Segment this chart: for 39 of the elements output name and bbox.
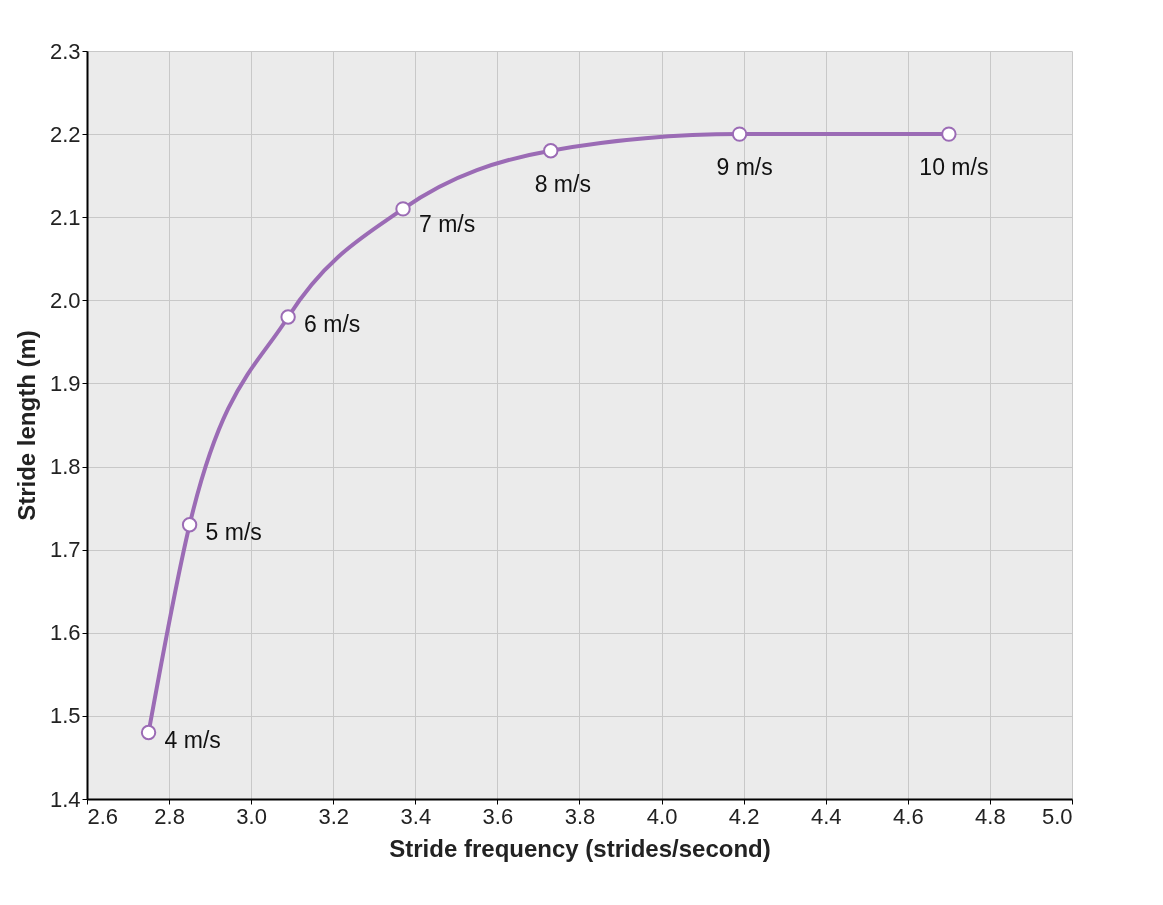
y-axis-title: Stride length (m)	[12, 330, 40, 521]
x-tick-label: 3.0	[236, 803, 267, 829]
point	[181, 517, 198, 533]
x-tick-label: 3.6	[482, 803, 514, 829]
annotation: 4 m/s	[164, 726, 221, 753]
x-axis-title: Stride frequency (strides/second)	[389, 834, 771, 862]
x-tick-label: 3.8	[564, 803, 596, 829]
x-tick-label: 4.0	[646, 803, 678, 829]
y-tick-label: 1.9	[49, 370, 81, 396]
x-tick-label: 5.0	[1041, 803, 1073, 829]
y-tick-label: 2.0	[49, 287, 81, 313]
x-tick-label: 4.8	[975, 803, 1006, 829]
y-tick-label: 2.1	[49, 204, 81, 230]
annotation: 8 m/s	[534, 170, 591, 197]
point	[731, 126, 748, 142]
y-tick-label: 1.6	[49, 620, 81, 646]
x-tick-label: 4.4	[810, 803, 842, 829]
x-tick-label: 4.2	[728, 803, 760, 829]
x-tick-label: 3.2	[318, 803, 350, 829]
point	[280, 309, 296, 325]
x-tick-label: 2.6	[87, 803, 119, 829]
y-tick-label: 1.7	[49, 537, 81, 563]
point	[543, 143, 559, 159]
annotation: 6 m/s	[304, 310, 361, 337]
y-tick-label: 1.5	[49, 703, 81, 729]
x-tick-label: 4.6	[893, 803, 924, 829]
annotation: 5 m/s	[205, 518, 262, 545]
y-tick-label: 1.4	[49, 786, 81, 812]
point	[395, 201, 411, 217]
x-tick-label: 3.4	[400, 803, 432, 829]
annotation: 9 m/s	[716, 154, 773, 181]
point	[941, 126, 957, 142]
y-tick-label: 1.8	[49, 454, 81, 480]
y-tick-label: 2.3	[49, 38, 81, 64]
x-tick-label: 2.8	[154, 803, 185, 829]
annotation: 7 m/s	[419, 210, 476, 237]
annotation: 10 m/s	[919, 154, 989, 181]
point	[140, 724, 157, 741]
y-tick-label: 2.2	[49, 121, 81, 147]
